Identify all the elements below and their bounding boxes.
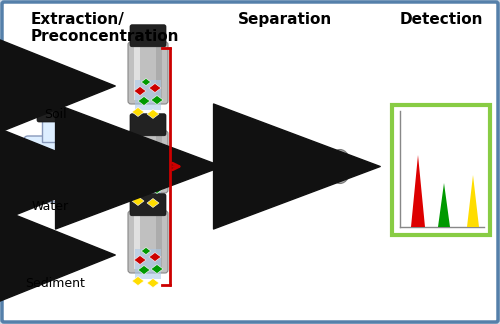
Polygon shape (134, 87, 146, 96)
Bar (156, 216, 162, 269)
Polygon shape (138, 97, 150, 106)
Bar (392, 105, 490, 235)
Polygon shape (38, 242, 52, 252)
Polygon shape (151, 184, 163, 193)
FancyBboxPatch shape (130, 194, 166, 216)
Bar (134, 47, 140, 99)
Polygon shape (149, 252, 161, 261)
Polygon shape (147, 279, 159, 287)
Polygon shape (38, 66, 48, 74)
Polygon shape (38, 73, 52, 83)
Polygon shape (46, 234, 60, 244)
Polygon shape (132, 276, 144, 285)
Bar (201, 164, 219, 169)
Text: Sediment: Sediment (25, 277, 85, 290)
Polygon shape (132, 108, 144, 117)
FancyBboxPatch shape (128, 131, 168, 193)
FancyBboxPatch shape (2, 2, 498, 322)
Ellipse shape (30, 240, 80, 262)
Polygon shape (56, 75, 70, 85)
Polygon shape (151, 96, 163, 105)
Bar (232, 156, 338, 163)
Polygon shape (132, 196, 144, 205)
Polygon shape (37, 191, 47, 199)
Polygon shape (438, 183, 450, 227)
Polygon shape (141, 78, 151, 86)
Polygon shape (56, 244, 70, 254)
FancyBboxPatch shape (128, 211, 168, 273)
Bar (42, 120, 58, 142)
FancyBboxPatch shape (37, 106, 63, 122)
Bar (134, 216, 140, 269)
Polygon shape (147, 110, 159, 119)
Bar (135, 169, 161, 199)
Ellipse shape (20, 71, 90, 101)
Polygon shape (147, 199, 159, 207)
Text: Extraction/
Preconcentration: Extraction/ Preconcentration (31, 12, 179, 44)
Polygon shape (149, 84, 161, 92)
Polygon shape (134, 176, 146, 184)
Text: Water: Water (32, 200, 68, 213)
Bar (156, 47, 162, 99)
Text: Detection: Detection (399, 12, 483, 27)
Ellipse shape (20, 240, 90, 270)
Polygon shape (467, 175, 479, 227)
Ellipse shape (30, 71, 80, 93)
Polygon shape (138, 186, 150, 194)
Polygon shape (46, 65, 60, 75)
Text: Separation: Separation (238, 12, 332, 27)
Bar (351, 164, 369, 169)
Bar (156, 136, 162, 189)
Ellipse shape (329, 149, 351, 183)
Bar (134, 136, 140, 189)
Polygon shape (34, 160, 46, 169)
FancyBboxPatch shape (130, 114, 166, 136)
Polygon shape (149, 172, 161, 181)
Polygon shape (411, 155, 425, 227)
FancyBboxPatch shape (130, 25, 166, 47)
Ellipse shape (219, 149, 241, 183)
Bar (135, 249, 161, 279)
Bar (238, 156, 258, 178)
Polygon shape (52, 166, 64, 175)
Polygon shape (38, 235, 48, 243)
Polygon shape (39, 182, 51, 191)
Polygon shape (134, 256, 146, 264)
Polygon shape (50, 193, 60, 201)
Bar (295, 156, 315, 178)
Polygon shape (56, 179, 68, 188)
Polygon shape (141, 168, 151, 175)
Polygon shape (151, 264, 163, 273)
FancyBboxPatch shape (24, 136, 76, 202)
FancyBboxPatch shape (128, 42, 168, 104)
Polygon shape (141, 248, 151, 255)
Bar (135, 80, 161, 110)
Bar (230, 155, 340, 179)
Bar (268, 156, 284, 178)
Text: Soil: Soil (44, 108, 66, 121)
Polygon shape (138, 265, 150, 274)
